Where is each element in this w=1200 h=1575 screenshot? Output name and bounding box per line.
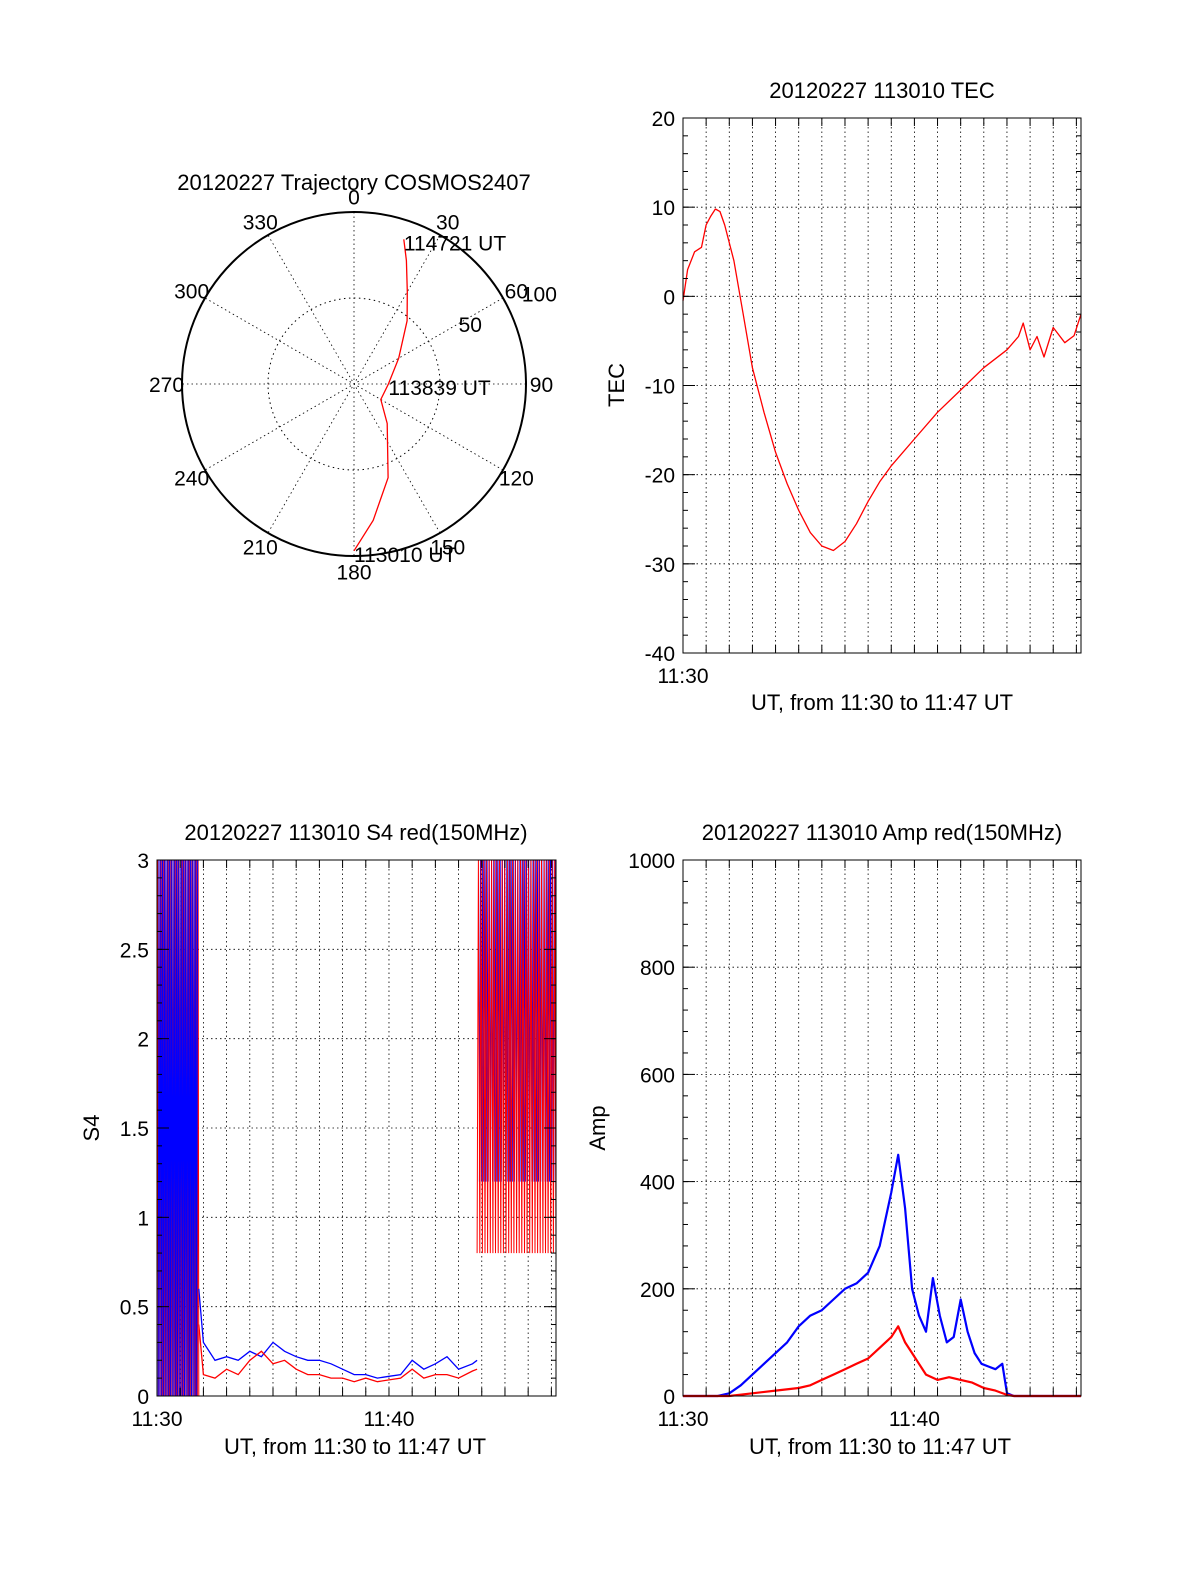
polar-trajectory-line-0 [353,239,408,552]
amp-line-0 [683,1153,1081,1398]
polar-title: 20120227 Trajectory COSMOS2407 [177,170,530,195]
amp-x-label: UT, from 11:30 to 11:47 UT [749,1434,1011,1459]
amp-ticks: 1000 800 600 400 200 011:30 11:40 [628,850,1081,1431]
polar-azimuth-label-0: 0 [348,187,360,210]
polar-trajectory-series [353,239,408,552]
polar-radial-label-50: 50 [459,314,482,337]
s4-ytick-label-0: 3 [137,850,149,873]
polar-azimuth-label-240: 240 [174,468,209,491]
amp-plot-frame [682,859,1082,1397]
amp-ytick-label-2: 600 [640,1064,675,1087]
polar-annotation-0: 114721 UT [404,232,507,255]
polar-azimuth-label-330: 330 [243,212,278,235]
polar-annotation-2: 113010 UT [354,544,457,567]
s4-ytick-label-1: 2.5 [120,939,149,962]
tec-y-label: TEC [604,363,629,407]
s4-panel: 20120227 113010 S4 red(150MHz) 3 2.5 2 1.5 1… [79,820,557,1459]
polar-azimuth-label-120: 120 [499,468,534,491]
amp-ytick-label-0: 1000 [628,850,675,873]
polar-azimuth-label-90: 90 [530,374,553,397]
amp-line-1 [683,1325,1081,1398]
s4-xtick-label-0: 11:30 [132,1408,183,1431]
polar-azimuth-label-300: 300 [174,280,209,303]
amp-xtick-label-1: 11:40 [889,1408,940,1431]
tec-ytick-label-6: -40 [645,643,675,666]
polar-spoke-150 [267,234,441,534]
tec-series [682,208,1082,552]
tec-xtick-label-0: 11:30 [658,665,709,688]
tec-ytick-label-0: 20 [652,108,675,131]
polar-trajectory-panel: 20120227 Trajectory COSMOS2407 0 30 60 90 12… [149,170,557,584]
polar-azimuth-label-210: 210 [243,536,278,559]
polar-azimuth-label-60: 60 [505,280,528,303]
amp-ytick-label-1: 800 [640,957,675,980]
amp-title: 20120227 113010 Amp red(150MHz) [702,820,1062,845]
polar-time-annotations: 114721 UT 113839 UT 113010 UT [354,232,506,567]
tec-ytick-label-2: 0 [663,286,675,309]
tec-x-label: UT, from 11:30 to 11:47 UT [751,690,1013,715]
polar-azimuth-label-30: 30 [436,212,459,235]
s4-ticks: 3 2.5 2 1.5 1 0.5 011:30 11:40 [120,850,556,1431]
polar-azimuth-labels: 0 30 60 90 120 150 180 210 240 270 300 330 [149,187,553,585]
s4-ytick-label-2: 2 [137,1029,149,1052]
tec-ytick-label-5: -30 [645,554,675,577]
amp-y-label: Amp [585,1105,610,1150]
s4-x-label: UT, from 11:30 to 11:47 UT [224,1434,486,1459]
tec-ytick-label-1: 10 [652,197,675,220]
polar-azimuth-label-180: 180 [336,561,371,584]
s4-ytick-label-3: 1.5 [120,1118,149,1141]
amp-ytick-label-5: 0 [663,1386,675,1409]
tec-title: 20120227 113010 TEC [769,78,995,103]
amp-series [683,1153,1081,1398]
s4-ytick-label-6: 0 [137,1386,149,1409]
tec-line-0 [682,208,1082,552]
polar-azimuth-label-150: 150 [430,536,465,559]
polar-radial-label-100: 100 [522,283,557,306]
polar-spokes [182,212,526,556]
amp-grid [683,860,1081,1396]
polar-annotation-1: 113839 UT [388,377,491,400]
tec-grid [683,118,1081,653]
s4-ytick-label-5: 0.5 [120,1297,149,1320]
tec-ytick-label-3: -10 [645,376,675,399]
tec-ytick-label-4: -20 [645,465,675,488]
s4-title: 20120227 113010 S4 red(150MHz) [184,820,527,845]
s4-xtick-label-1: 11:40 [363,1408,414,1431]
tec-panel: 20120227 113010 TEC 20 10 0 -10 -20 -30 -4011:… [604,78,1082,715]
s4-y-label: S4 [79,1115,104,1142]
s4-band-end-red [476,860,556,1254]
polar-azimuth-label-270: 270 [149,374,184,397]
polar-radial-labels: 50 100 [459,283,557,337]
amp-ytick-label-4: 200 [640,1279,675,1302]
s4-line-1 [198,1324,478,1383]
amp-ytick-label-3: 400 [640,1172,675,1195]
amp-xtick-label-0: 11:30 [658,1408,709,1431]
amp-panel: 20120227 113010 Amp red(150MHz) 1000 800 6… [585,820,1082,1459]
s4-ytick-label-4: 1 [137,1207,149,1230]
s4-line-0 [198,1288,478,1379]
